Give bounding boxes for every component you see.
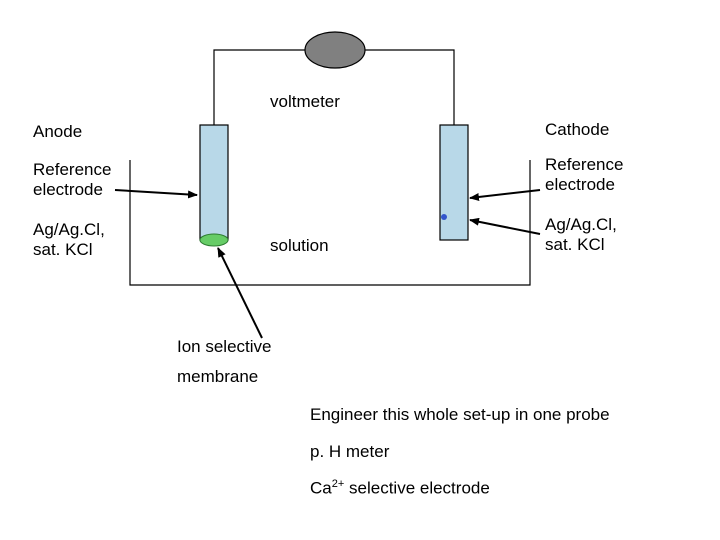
membrane-sub-label: membrane (177, 367, 258, 387)
voltmeter-ellipse (305, 32, 365, 68)
membrane-title-label: Ion selective (177, 337, 272, 357)
ca2-pre: Ca (310, 479, 332, 498)
voltmeter-label: voltmeter (270, 92, 340, 112)
anode-electrode (200, 125, 228, 240)
arrow-membrane (218, 248, 262, 338)
reference-left-label: Reference electrode (33, 160, 128, 200)
phmeter-label: p. H meter (310, 442, 389, 462)
engineer-label: Engineer this whole set-up in one probe (310, 405, 610, 425)
diagram-stage: voltmeter Anode Reference electrode Ag/A… (0, 0, 720, 540)
cathode-label: Cathode (545, 120, 609, 140)
reference-right-label: Reference electrode (545, 155, 640, 195)
cathode-electrode (440, 125, 468, 240)
agcl-left-label: Ag/Ag.Cl, sat. KCl (33, 220, 128, 260)
solution-label: solution (270, 236, 329, 256)
ion-selective-membrane (200, 234, 228, 246)
ca2-label: Ca2+ selective electrode (310, 478, 490, 499)
solution-container (130, 160, 530, 285)
ca2-post: selective electrode (344, 479, 490, 498)
agcl-right-label: Ag/Ag.Cl, sat. KCl (545, 215, 640, 255)
electrode-dot (441, 214, 447, 220)
ca2-sup: 2+ (332, 478, 345, 490)
anode-label: Anode (33, 122, 82, 142)
